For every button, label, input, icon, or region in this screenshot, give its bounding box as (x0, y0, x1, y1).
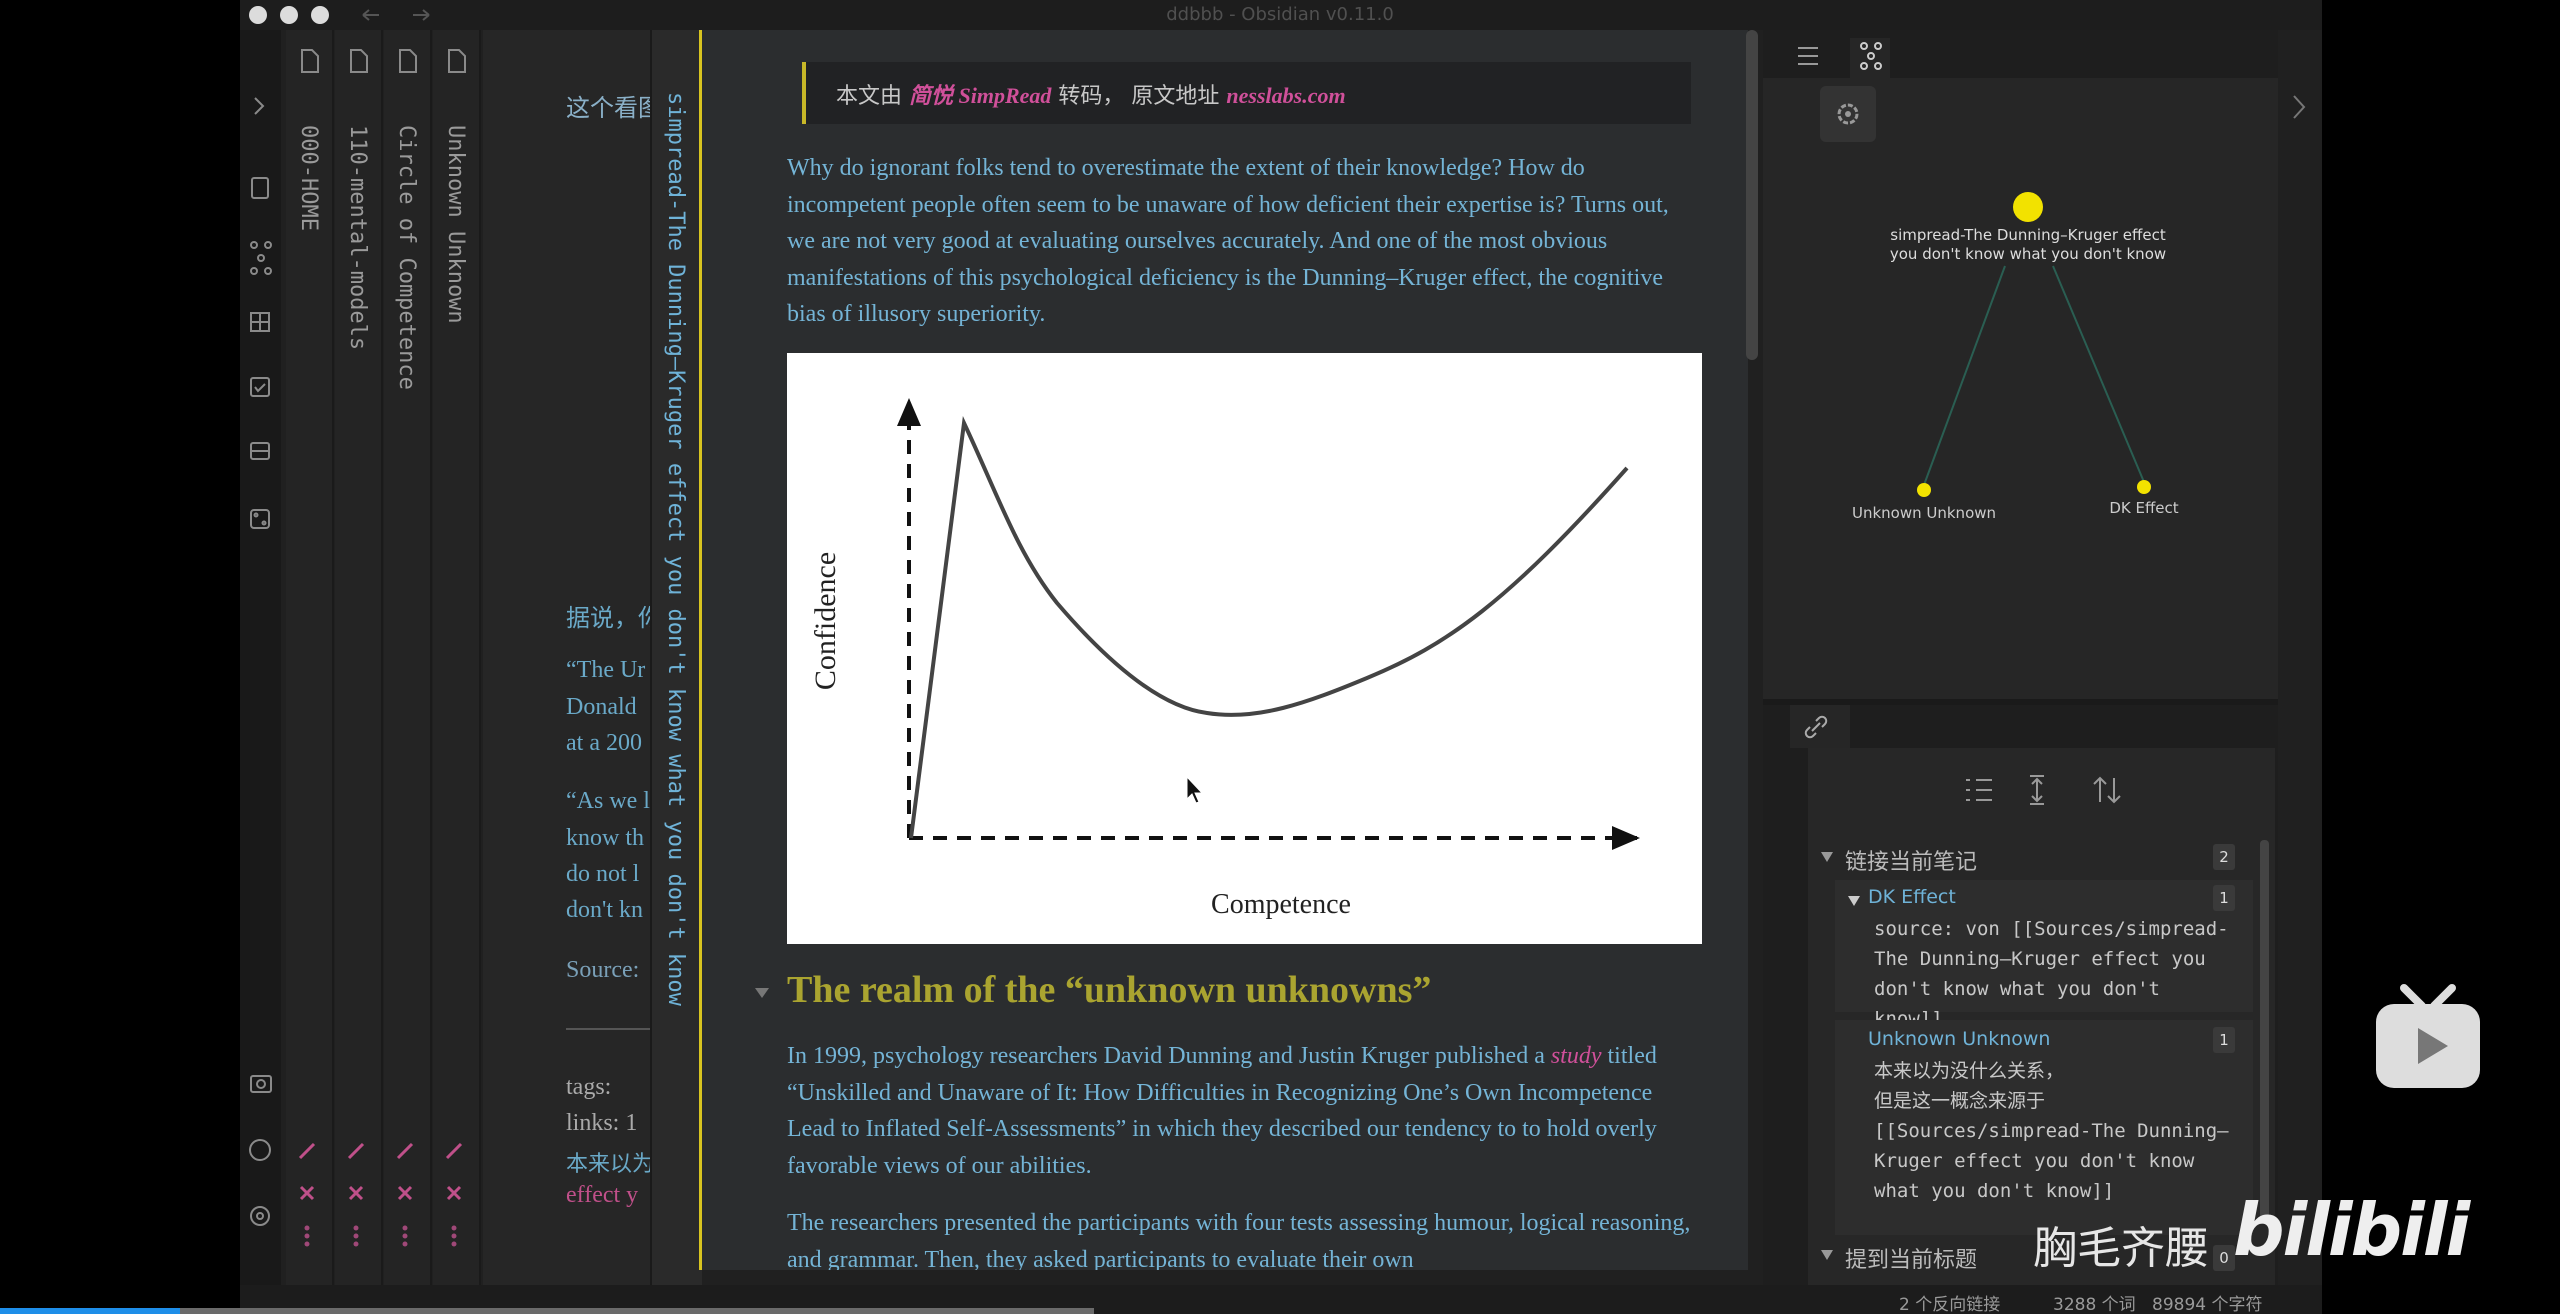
pane-text: effect y (566, 1182, 639, 1208)
backlink-context: 本来以为没什么关系， 但是这一概念来源于 [[Sources/simpread-… (1874, 1060, 2229, 1202)
backlink-tab[interactable] (1790, 705, 1850, 748)
pane-text: links: 1 (566, 1110, 638, 1136)
graph-node[interactable] (1917, 483, 1931, 497)
status-words: 3288 个词 (2053, 1295, 2136, 1314)
tab-title[interactable]: Unknown Unknown (443, 125, 468, 324)
site-logo: bilibili (2233, 1188, 2470, 1272)
clip: The researchers presented the participan… (702, 1205, 1746, 1270)
collapsed-tab[interactable]: 110-mental-models (335, 30, 383, 1285)
graph-node[interactable] (2013, 192, 2043, 222)
background-pane: 这个看图 据说，你 “The Ur Donald at a 200 “As we… (483, 30, 650, 1285)
backlink-name[interactable]: Unknown Unknown (1868, 1028, 2051, 1050)
pane-text: “As we l (566, 788, 650, 814)
graph-node-label: simpread-The Dunning–Kruger effect you d… (1889, 226, 2167, 263)
splitter[interactable] (1763, 699, 2278, 705)
backlink-item[interactable] (1835, 880, 2253, 1012)
active-tab[interactable]: simpread-The Dunning–Kruger effect you d… (650, 30, 702, 1285)
tab-title[interactable]: Circle of Competence (394, 125, 419, 390)
title-bar (240, 0, 2322, 30)
pane-text: do not l (566, 861, 640, 887)
pane-text: know th (566, 825, 644, 851)
callout-prefix: 本文由 (836, 84, 903, 109)
backlink-context: source: von [[Sources/simpread-The Dunni… (1874, 918, 2229, 1030)
paragraph: In 1999, psychology researchers David Du… (787, 1038, 1702, 1184)
backlink-name[interactable]: DK Effect (1868, 886, 1956, 908)
video-progress-played[interactable] (0, 1308, 180, 1314)
text: titled “Unskilled and Unaware of It: How… (787, 1043, 1657, 1179)
pane-text: Source: (566, 957, 640, 983)
window-controls[interactable] (240, 0, 350, 30)
status-backlinks[interactable]: 2 个反向链接 (1899, 1295, 2001, 1314)
text: In 1999, psychology researchers David Du… (787, 1043, 1545, 1069)
section-title[interactable]: 链接当前笔记 (1845, 850, 1978, 875)
pane-text: 据说，你 (566, 606, 650, 632)
paragraph: Why do ignorant folks tend to overestima… (787, 155, 1669, 327)
bilibili-logo[interactable] (2372, 982, 2484, 1092)
pane-text: don't kn (566, 897, 643, 923)
tab-title[interactable]: 000-HOME (296, 125, 321, 231)
figure: Confidence Competence (787, 353, 1702, 944)
pane-text: at a 200 (566, 730, 642, 756)
sidebar-tabs[interactable] (1790, 38, 1890, 78)
link[interactable]: nesslabs.com (1226, 83, 1346, 108)
heading: The realm of the “unknown unknowns” (787, 969, 1432, 1011)
graph-canvas (1917, 192, 2151, 497)
callout: 本文由 简悦 SimpRead 转码， 原文地址 nesslabs.com (802, 62, 1691, 124)
link[interactable]: study (1550, 1043, 1602, 1069)
callout-text: 本文由 简悦 SimpRead 转码， 原文地址 nesslabs.com (836, 78, 1346, 110)
count: 1 (2213, 885, 2235, 911)
pane-text: tags: (566, 1074, 612, 1100)
link[interactable]: 简悦 SimpRead (909, 83, 1052, 108)
uploader: 胸毛齐腰 (2033, 1223, 2209, 1274)
graph-node[interactable] (2137, 480, 2151, 494)
expand-arrow[interactable] (2288, 92, 2312, 122)
count: 2 (2213, 844, 2235, 870)
active-indicator (699, 30, 702, 1270)
nav-arrows[interactable] (355, 5, 445, 25)
count: 1 (2213, 1027, 2235, 1053)
window-title: ddbbb - Obsidian v0.11.0 (1166, 4, 1394, 25)
collapsed-tab[interactable]: Unknown Unknown (433, 30, 481, 1285)
paragraph: The researchers presented the participan… (787, 1210, 1691, 1270)
graph-settings[interactable] (1820, 86, 1876, 142)
graph-node-label: Unknown Unknown (1851, 504, 1997, 522)
collapsed-tab[interactable]: Circle of Competence (384, 30, 432, 1285)
callout-middle: 转码， 原文地址 (1058, 84, 1220, 109)
fold-arrow[interactable] (752, 983, 772, 1003)
pane-text: “The Ur (566, 657, 646, 683)
graph-node-label: DK Effect (2109, 499, 2179, 517)
x-axis-label: Competence (1211, 889, 1351, 920)
tab-title[interactable]: 110-mental-models (345, 125, 370, 351)
scrollbar[interactable] (2260, 840, 2269, 1220)
backlink-item[interactable] (1835, 1020, 2253, 1235)
backlink-toolbar[interactable] (1960, 772, 2130, 808)
status-chars: 89894 个字符 (2152, 1295, 2263, 1314)
tab-title[interactable]: simpread-The Dunning–Kruger effect you d… (663, 92, 688, 1006)
count: 0 (2213, 1245, 2235, 1271)
scrollbar[interactable] (1746, 30, 1758, 360)
divider (566, 1028, 650, 1030)
pane-text: Donald (566, 694, 637, 720)
pane-text: 本来以为 (566, 1152, 650, 1177)
graph-view[interactable] (1763, 78, 2278, 699)
video-progress[interactable] (0, 1308, 1094, 1314)
collapsed-tab[interactable]: 000-HOME (286, 30, 334, 1285)
section-title[interactable]: 提到当前标题 (1845, 1248, 1978, 1273)
y-axis-label: Confidence (809, 552, 842, 690)
pane-text: 这个看图 (566, 94, 650, 122)
ribbon-icons[interactable] (240, 30, 281, 1270)
